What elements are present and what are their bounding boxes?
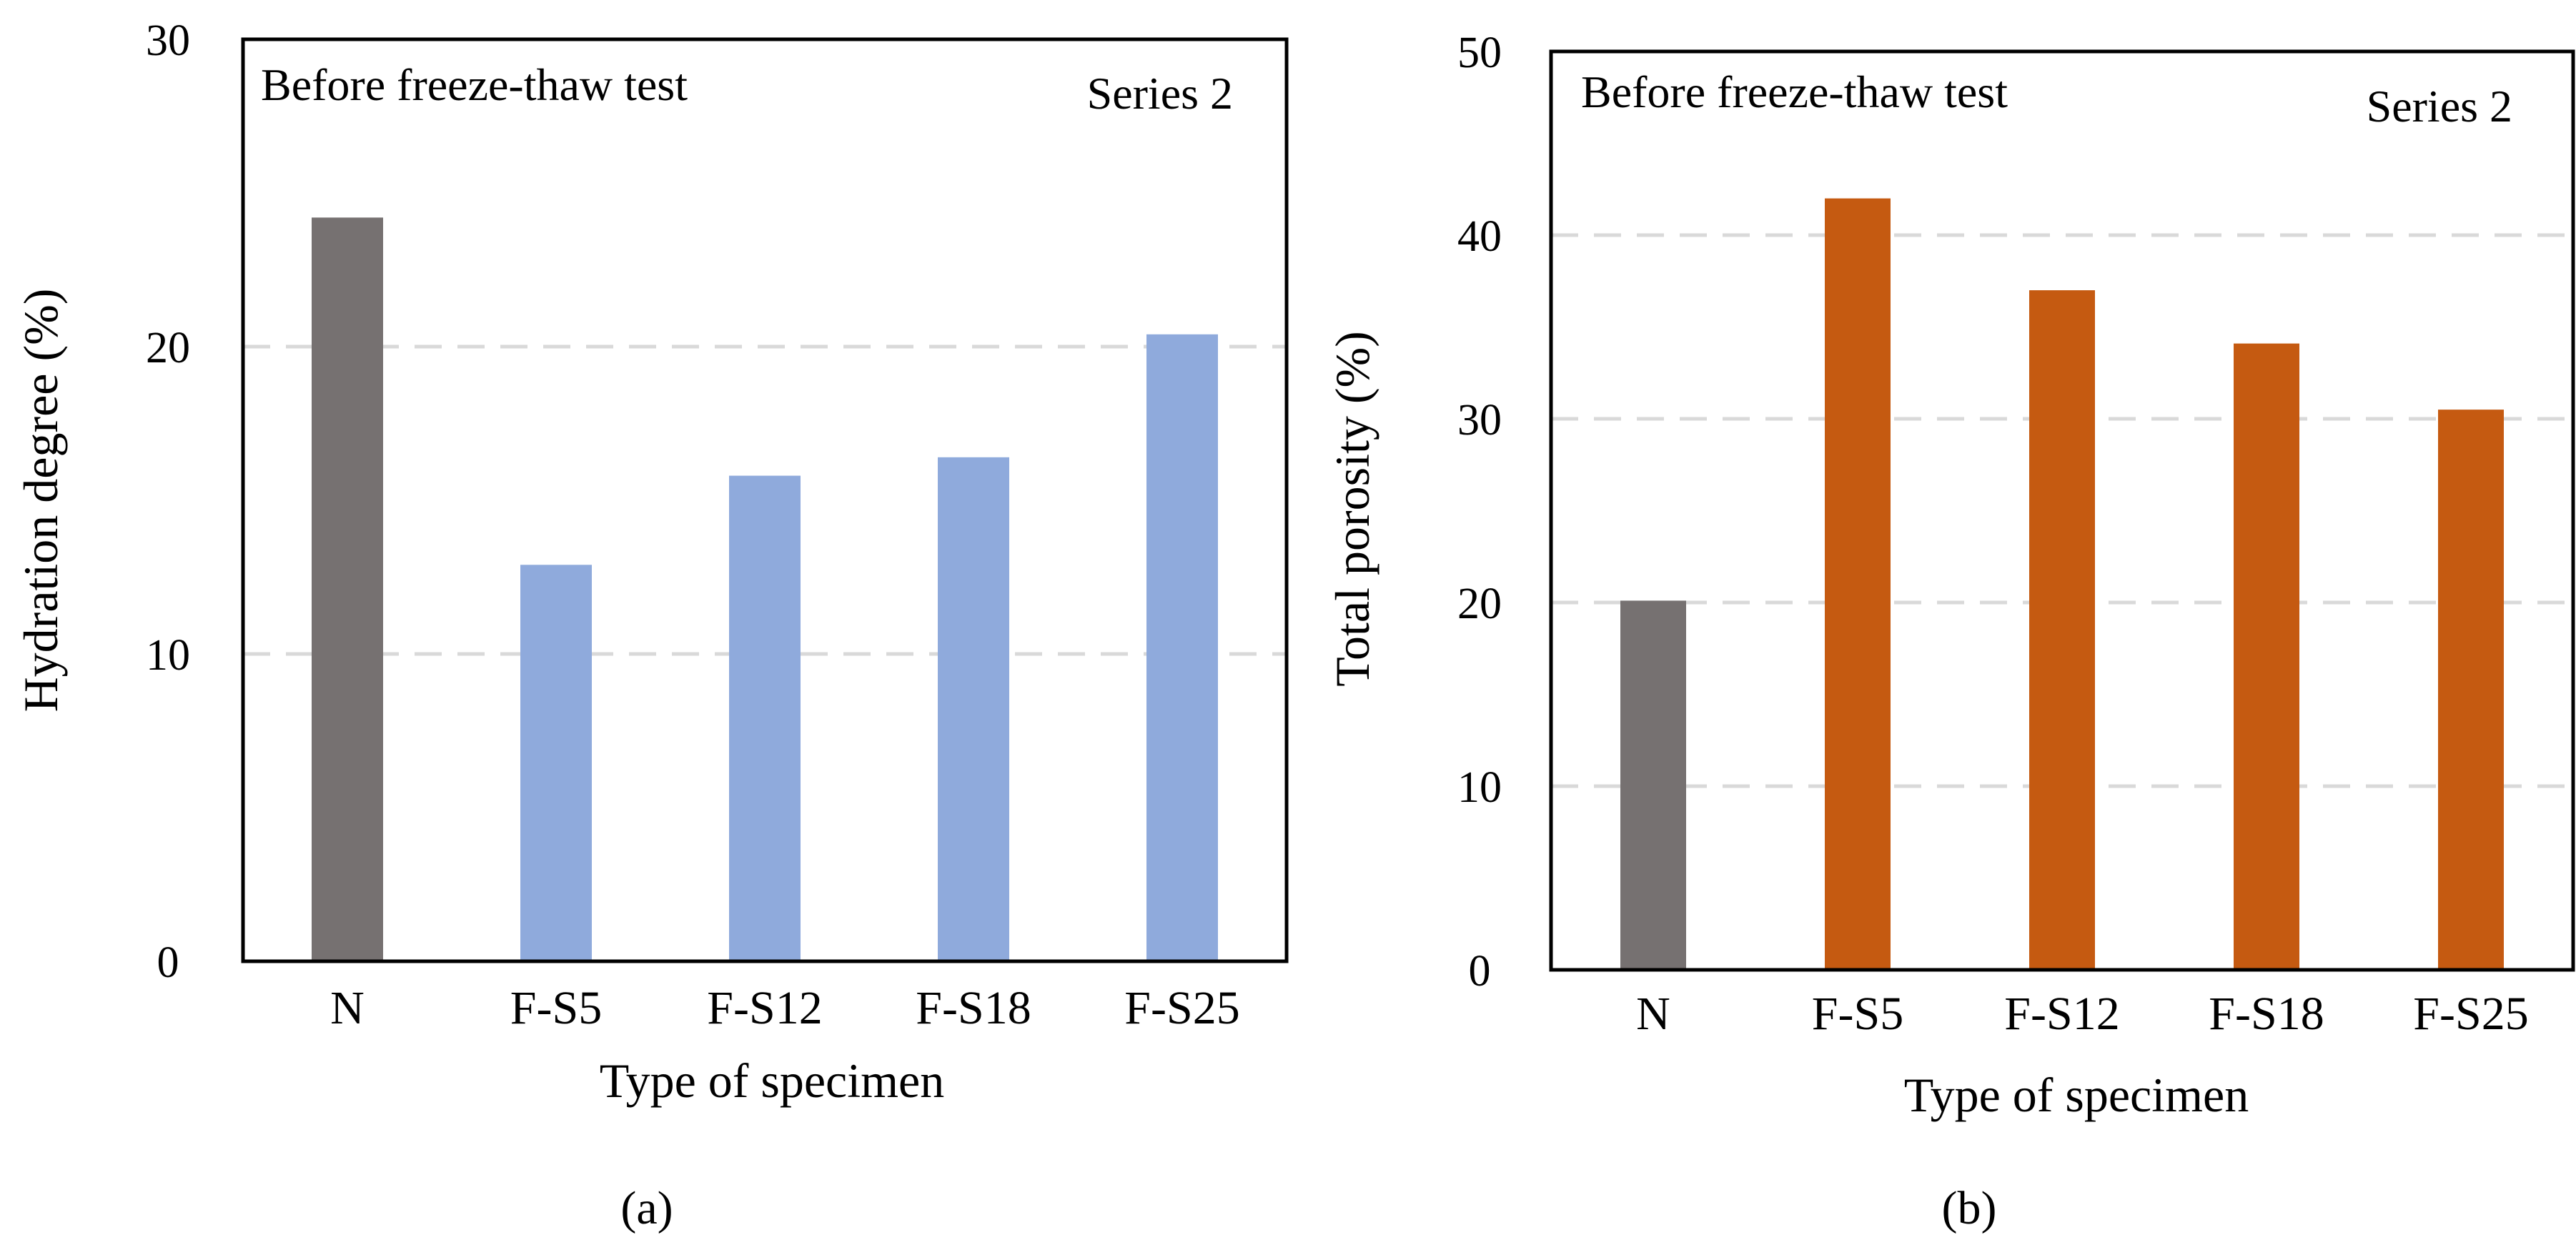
inset-condition-label: Before freeze-thaw test (1581, 66, 2008, 117)
inset-series-label: Series 2 (1087, 68, 1233, 119)
x-tick-label: F-S25 (2413, 988, 2528, 1040)
y-tick-label: 30 (1457, 396, 1502, 445)
bars (1620, 198, 2504, 971)
x-tick-label: F-S18 (2209, 988, 2324, 1040)
chart-panel-b: 0 10 20 30 40 50 N F-S5 F-S12 F-S18 F-S25 Before … (1325, 29, 2575, 1234)
y-tick-label: 30 (146, 16, 190, 65)
y-tick-label: 0 (1469, 947, 1491, 996)
plot-frame (1549, 49, 2575, 972)
y-tick-label: 10 (146, 631, 190, 680)
y-axis-title: Total porosity (%) (1325, 331, 1379, 687)
x-tick-label: F-S25 (1124, 982, 1239, 1034)
x-tick-label: F-S12 (2004, 988, 2119, 1040)
y-tick-label: 40 (1457, 212, 1502, 261)
bar-n (1620, 600, 1686, 970)
inset-series-label: Series 2 (2367, 81, 2512, 132)
bar-f-s25 (2438, 410, 2504, 970)
bar-f-s5 (520, 565, 592, 961)
y-tick-label: 0 (157, 938, 179, 987)
y-tick-label: 10 (1457, 763, 1502, 812)
plot-frame (241, 37, 1289, 963)
panel-label-a: (a) (620, 1182, 673, 1234)
x-axis-title: Type of specimen (1904, 1068, 2249, 1122)
bar-n (312, 217, 383, 961)
x-tick-labels: N F-S5 F-S12 F-S18 F-S25 (330, 982, 1240, 1034)
panel-label-b: (b) (1942, 1182, 1997, 1234)
bar-f-s12 (729, 475, 801, 961)
bar-f-s5 (1825, 198, 1891, 971)
bar-f-s18 (938, 457, 1009, 961)
bar-f-s18 (2234, 343, 2299, 970)
y-tick-label: 20 (146, 324, 190, 372)
bars (312, 217, 1218, 961)
x-tick-label: N (330, 982, 365, 1034)
y-tick-labels: 0 10 20 30 (146, 16, 190, 987)
x-tick-label: F-S5 (510, 982, 602, 1034)
inset-condition-label: Before freeze-thaw test (261, 59, 688, 110)
y-tick-label: 20 (1457, 580, 1502, 628)
y-tick-labels: 0 10 20 30 40 50 (1457, 29, 1502, 996)
x-axis-title: Type of specimen (600, 1053, 944, 1108)
x-tick-label: N (1636, 988, 1670, 1040)
bar-f-s12 (2029, 290, 2095, 971)
x-tick-label: F-S18 (916, 982, 1031, 1034)
chart-panel-a: 0 10 20 30 N F-S5 F-S12 F-S18 F-S25 Before free… (14, 16, 1289, 1234)
x-tick-label: F-S12 (707, 982, 822, 1034)
x-tick-labels: N F-S5 F-S12 F-S18 F-S25 (1636, 988, 2529, 1040)
bar-f-s25 (1146, 334, 1218, 961)
x-tick-label: F-S5 (1812, 988, 1903, 1040)
y-axis-title: Hydration degree (%) (14, 289, 68, 713)
y-tick-label: 50 (1457, 29, 1502, 77)
